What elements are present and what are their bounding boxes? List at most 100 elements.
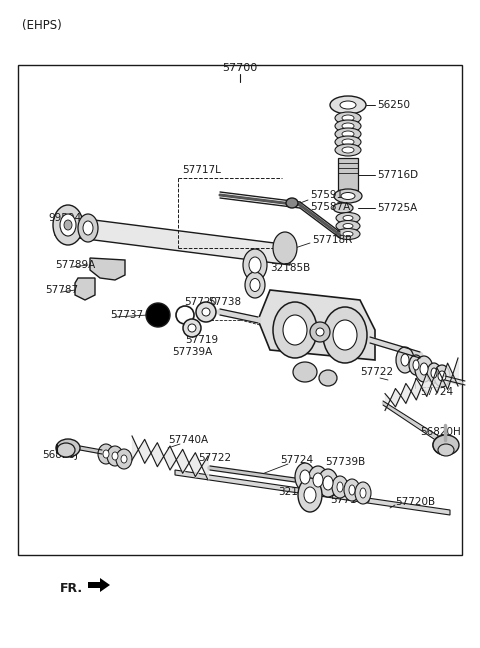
Ellipse shape (319, 370, 337, 386)
Ellipse shape (60, 214, 76, 236)
Ellipse shape (323, 476, 333, 490)
Ellipse shape (107, 446, 123, 466)
Ellipse shape (103, 450, 109, 458)
Ellipse shape (313, 473, 323, 487)
Text: 56820H: 56820H (420, 427, 461, 437)
Ellipse shape (295, 463, 315, 491)
Ellipse shape (344, 479, 360, 501)
Ellipse shape (188, 324, 196, 332)
Ellipse shape (298, 478, 322, 512)
Ellipse shape (335, 120, 361, 132)
Ellipse shape (293, 362, 317, 382)
Text: 57725A: 57725A (377, 203, 417, 213)
Ellipse shape (342, 147, 354, 153)
Ellipse shape (300, 470, 310, 484)
Ellipse shape (53, 205, 83, 245)
Ellipse shape (342, 139, 354, 145)
Ellipse shape (243, 249, 267, 281)
Ellipse shape (250, 279, 260, 292)
Ellipse shape (343, 216, 353, 220)
Ellipse shape (342, 131, 354, 137)
Text: 57587A: 57587A (310, 202, 350, 212)
Ellipse shape (310, 322, 330, 342)
Ellipse shape (202, 308, 210, 316)
Text: 56820J: 56820J (42, 450, 78, 460)
Polygon shape (338, 158, 358, 190)
Text: 57700: 57700 (222, 63, 258, 73)
Text: 57591: 57591 (310, 190, 343, 200)
Ellipse shape (415, 356, 433, 382)
Ellipse shape (335, 112, 361, 124)
Ellipse shape (335, 144, 361, 156)
Ellipse shape (249, 257, 261, 273)
Ellipse shape (420, 363, 428, 375)
Ellipse shape (332, 476, 348, 498)
Ellipse shape (308, 466, 328, 494)
Text: 57739A: 57739A (172, 347, 212, 357)
Text: 57737: 57737 (110, 310, 143, 320)
Ellipse shape (57, 443, 75, 457)
Text: 57739B: 57739B (325, 457, 365, 467)
Text: 57787: 57787 (45, 285, 78, 295)
Ellipse shape (438, 371, 446, 381)
Ellipse shape (146, 303, 170, 327)
Ellipse shape (245, 272, 265, 298)
Ellipse shape (56, 439, 80, 457)
Ellipse shape (323, 307, 367, 363)
Ellipse shape (183, 319, 201, 337)
Ellipse shape (336, 229, 360, 240)
Bar (18, 65, 462, 555)
Ellipse shape (335, 128, 361, 140)
Ellipse shape (316, 328, 324, 336)
Ellipse shape (283, 315, 307, 345)
Ellipse shape (349, 485, 355, 495)
Ellipse shape (83, 221, 93, 235)
Text: 57724: 57724 (420, 387, 453, 397)
Ellipse shape (336, 213, 360, 224)
Ellipse shape (427, 363, 441, 383)
Ellipse shape (337, 482, 343, 492)
Text: 57720: 57720 (184, 297, 217, 307)
Text: 57789A: 57789A (55, 260, 95, 270)
Text: 99594: 99594 (48, 213, 81, 223)
Ellipse shape (334, 189, 362, 203)
Ellipse shape (176, 306, 194, 324)
Ellipse shape (304, 487, 316, 503)
Ellipse shape (318, 469, 338, 497)
Ellipse shape (343, 224, 353, 229)
Text: (EHPS): (EHPS) (22, 19, 62, 32)
Ellipse shape (330, 96, 366, 114)
Text: 57722: 57722 (360, 367, 393, 377)
Polygon shape (90, 258, 125, 280)
Polygon shape (55, 215, 290, 265)
Polygon shape (88, 578, 110, 592)
Ellipse shape (78, 214, 98, 242)
Text: 57714B: 57714B (330, 495, 370, 505)
Ellipse shape (433, 435, 457, 455)
Ellipse shape (433, 435, 459, 455)
Ellipse shape (396, 347, 414, 373)
Ellipse shape (434, 365, 450, 387)
Ellipse shape (273, 232, 297, 264)
Text: 57716D: 57716D (377, 170, 418, 180)
Ellipse shape (343, 231, 353, 237)
Ellipse shape (431, 368, 437, 378)
Text: 57724: 57724 (280, 455, 313, 465)
Ellipse shape (355, 482, 371, 504)
Ellipse shape (286, 198, 298, 208)
Text: 57720B: 57720B (395, 497, 435, 507)
Ellipse shape (335, 136, 361, 148)
Ellipse shape (116, 449, 132, 469)
Text: 57738: 57738 (208, 297, 241, 307)
Text: 57722: 57722 (198, 453, 231, 463)
Text: 56250: 56250 (377, 100, 410, 110)
Ellipse shape (121, 455, 127, 463)
Text: FR.: FR. (60, 581, 83, 594)
Ellipse shape (273, 302, 317, 358)
Text: 57719: 57719 (185, 335, 218, 345)
Ellipse shape (413, 360, 419, 370)
Ellipse shape (341, 192, 355, 200)
Ellipse shape (409, 355, 423, 375)
Ellipse shape (98, 444, 114, 464)
Polygon shape (258, 290, 375, 360)
